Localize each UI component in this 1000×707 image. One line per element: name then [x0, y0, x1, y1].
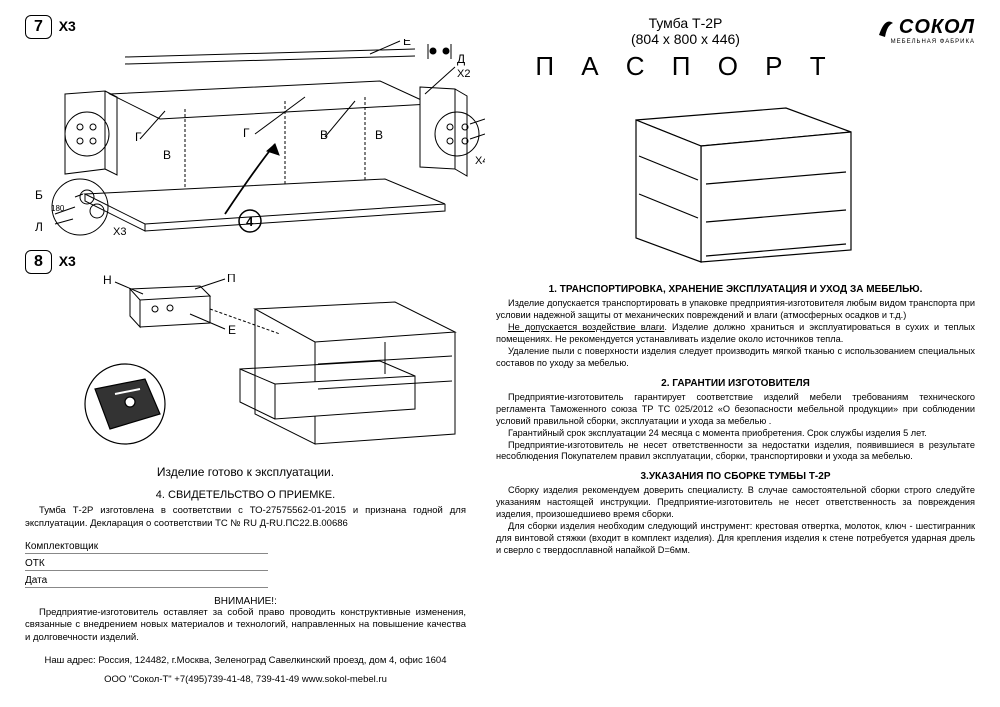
attention-body: Предприятие-изготовитель оставляет за со… — [25, 607, 466, 645]
sec3-p1: Сборку изделия рекомендуем доверить спец… — [496, 485, 975, 521]
svg-text:180: 180 — [51, 204, 65, 213]
logo-icon — [875, 15, 897, 39]
form-packer: Комплектовщик — [25, 541, 268, 554]
sec1-p2a: Не допускается воздействие влаги — [508, 322, 664, 332]
logo-sub: МЕБЕЛЬНАЯ ФАБРИКА — [875, 39, 975, 45]
step8-header: 8 X3 — [25, 250, 466, 274]
left-column: 7 X3 — [25, 15, 481, 692]
form-otk: ОТК — [25, 558, 268, 571]
product-drawing — [496, 90, 975, 270]
step7-qty: X3 — [59, 18, 76, 34]
ready-caption: Изделие готово к эксплуатации. — [25, 465, 466, 479]
svg-text:4: 4 — [246, 214, 254, 229]
svg-text:Н: Н — [103, 274, 112, 287]
step7-num: 7 — [25, 15, 52, 39]
svg-text:X3: X3 — [113, 226, 126, 238]
product-name: Тумба Т-2Р — [496, 15, 875, 31]
svg-text:Г: Г — [135, 130, 142, 144]
svg-text:Д: Д — [457, 52, 465, 66]
sec4-body: Тумба Т-2Р изготовлена в соответствии с … — [25, 505, 466, 531]
step7-header: 7 X3 — [25, 15, 466, 39]
svg-text:В: В — [320, 128, 328, 142]
sec3-title: 3.УКАЗАНИЯ ПО СБОРКЕ ТУМБЫ Т-2Р — [496, 471, 975, 482]
product-dims: (804 x 800 x 446) — [496, 31, 875, 47]
svg-text:Г: Г — [243, 126, 250, 140]
sec2-p3: Предприятие-изготовитель не несет ответс… — [496, 440, 975, 464]
svg-text:В: В — [375, 128, 383, 142]
product-title-block: Тумба Т-2Р (804 x 800 x 446) П А С П О Р… — [496, 15, 875, 82]
sec2-title: 2. ГАРАНТИИ ИЗГОТОВИТЕЛЯ — [496, 378, 975, 389]
svg-text:Е: Е — [228, 323, 236, 337]
passport-word: П А С П О Р Т — [496, 51, 875, 82]
sec2-p1: Предприятие-изготовитель гарантирует соо… — [496, 392, 975, 428]
header-right: Тумба Т-2Р (804 x 800 x 446) П А С П О Р… — [496, 15, 975, 82]
sec1-title: 1. ТРАНСПОРТИРОВКА, ХРАНЕНИЕ ЭКСПЛУАТАЦИ… — [496, 284, 975, 295]
step8-qty: X3 — [59, 253, 76, 269]
right-column: Тумба Т-2Р (804 x 800 x 446) П А С П О Р… — [481, 15, 975, 692]
sec1-p3: Удаление пыли с поверхности изделия след… — [496, 346, 975, 370]
svg-text:П: П — [227, 274, 236, 285]
sec4-title: 4. СВИДЕТЕЛЬСТВО О ПРИЕМКЕ. — [25, 489, 466, 501]
sec1-p2: Не допускается воздействие влаги. Издели… — [496, 322, 975, 346]
sec2-p2: Гарантийный срок эксплуатации 24 месяца … — [496, 428, 975, 440]
sec3-p2: Для сборки изделия необходим следующий и… — [496, 521, 975, 557]
svg-text:В: В — [163, 148, 171, 162]
attention-label: ВНИМАНИЕ!: — [25, 596, 466, 607]
svg-text:Е: Е — [403, 39, 411, 48]
step7-diagram: Е Д X2 Г В В X4 Г В Б Л 180 X3 4 — [25, 39, 466, 242]
footer2: ООО "Сокол-Т" +7(495)739-41-48, 739-41-4… — [25, 674, 466, 687]
footer1: Наш адрес: Россия, 124482, г.Москва, Зел… — [25, 655, 466, 668]
svg-text:Л: Л — [35, 220, 43, 234]
logo-text: СОКОЛ — [899, 16, 975, 39]
form-date: Дата — [25, 575, 268, 588]
svg-text:X2: X2 — [457, 68, 470, 80]
step8-diagram: Н П Е — [25, 274, 466, 457]
logo-block: СОКОЛ МЕБЕЛЬНАЯ ФАБРИКА — [875, 15, 975, 45]
svg-text:Б: Б — [35, 188, 43, 202]
form-block: Комплектовщик ОТК Дата — [25, 541, 466, 588]
sec1-p1: Изделие допускается транспортировать в у… — [496, 298, 975, 322]
step8-num: 8 — [25, 250, 52, 274]
